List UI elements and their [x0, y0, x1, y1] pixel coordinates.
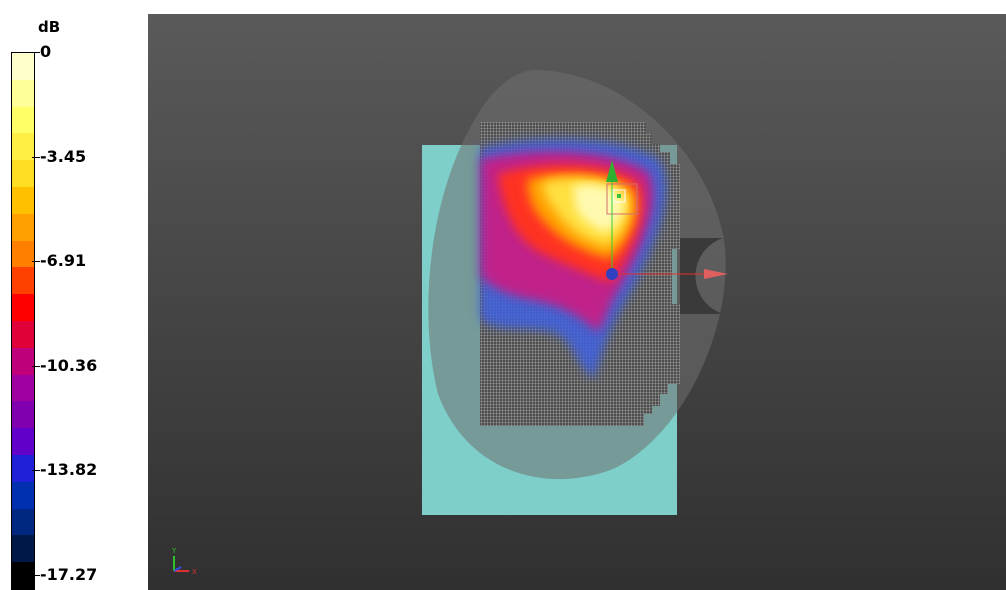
legend-swatch [12, 428, 34, 457]
legend-tick-mark [32, 52, 40, 53]
triad-y-label: Y [171, 547, 177, 555]
legend-swatch [12, 535, 34, 564]
legend-swatch [12, 106, 34, 135]
probe-point [617, 194, 621, 198]
legend-swatch [12, 508, 34, 537]
legend-tick-label: -13.82 [40, 460, 98, 480]
legend-swatch [12, 213, 34, 242]
legend-tick-mark [32, 575, 40, 576]
probe-inner-box [612, 189, 626, 203]
legend-swatch [12, 240, 34, 269]
legend-swatch [12, 160, 34, 189]
legend-swatch [12, 267, 34, 296]
legend-swatch [12, 53, 34, 81]
legend-swatch [12, 347, 34, 376]
ear-shape [680, 238, 723, 314]
legend-unit-label: dB [38, 18, 61, 36]
legend-tick-label: 0 [40, 42, 52, 61]
color-legend: dB 0 -3.45 -6.91 -10.36 -13.82 -17.27 [0, 0, 148, 590]
legend-swatch [12, 401, 34, 430]
legend-swatch [12, 321, 34, 349]
legend-swatch [12, 294, 34, 323]
legend-tick-mark [32, 365, 40, 367]
legend-swatch [12, 562, 34, 590]
legend-swatch [12, 481, 34, 510]
scene-svg: Y X [171, 69, 728, 576]
legend-swatch [12, 455, 34, 483]
axis-x-arrowhead [704, 269, 728, 279]
legend-tick-label: -3.45 [40, 146, 87, 166]
legend-tick-mark [32, 156, 40, 158]
legend-tick-mark [32, 470, 40, 472]
orientation-triad: Y X [171, 547, 197, 576]
axis-y-arrowhead [606, 160, 618, 182]
legend-tick-label: -17.27 [40, 565, 98, 584]
legend-swatch [12, 187, 34, 215]
legend-swatch [12, 133, 34, 162]
sar-hotspot [480, 139, 666, 379]
legend-color-bar [11, 52, 35, 590]
probe-outer-box [606, 183, 638, 215]
axis-origin [606, 268, 618, 280]
triad-x-label: X [192, 568, 197, 576]
3d-viewport[interactable]: Y X [148, 14, 1006, 590]
legend-tick-label: -6.91 [40, 251, 87, 271]
legend-tick-mark [32, 261, 40, 263]
legend-swatch [12, 79, 34, 108]
legend-swatch [12, 374, 34, 403]
legend-tick-label: -10.36 [40, 355, 98, 375]
